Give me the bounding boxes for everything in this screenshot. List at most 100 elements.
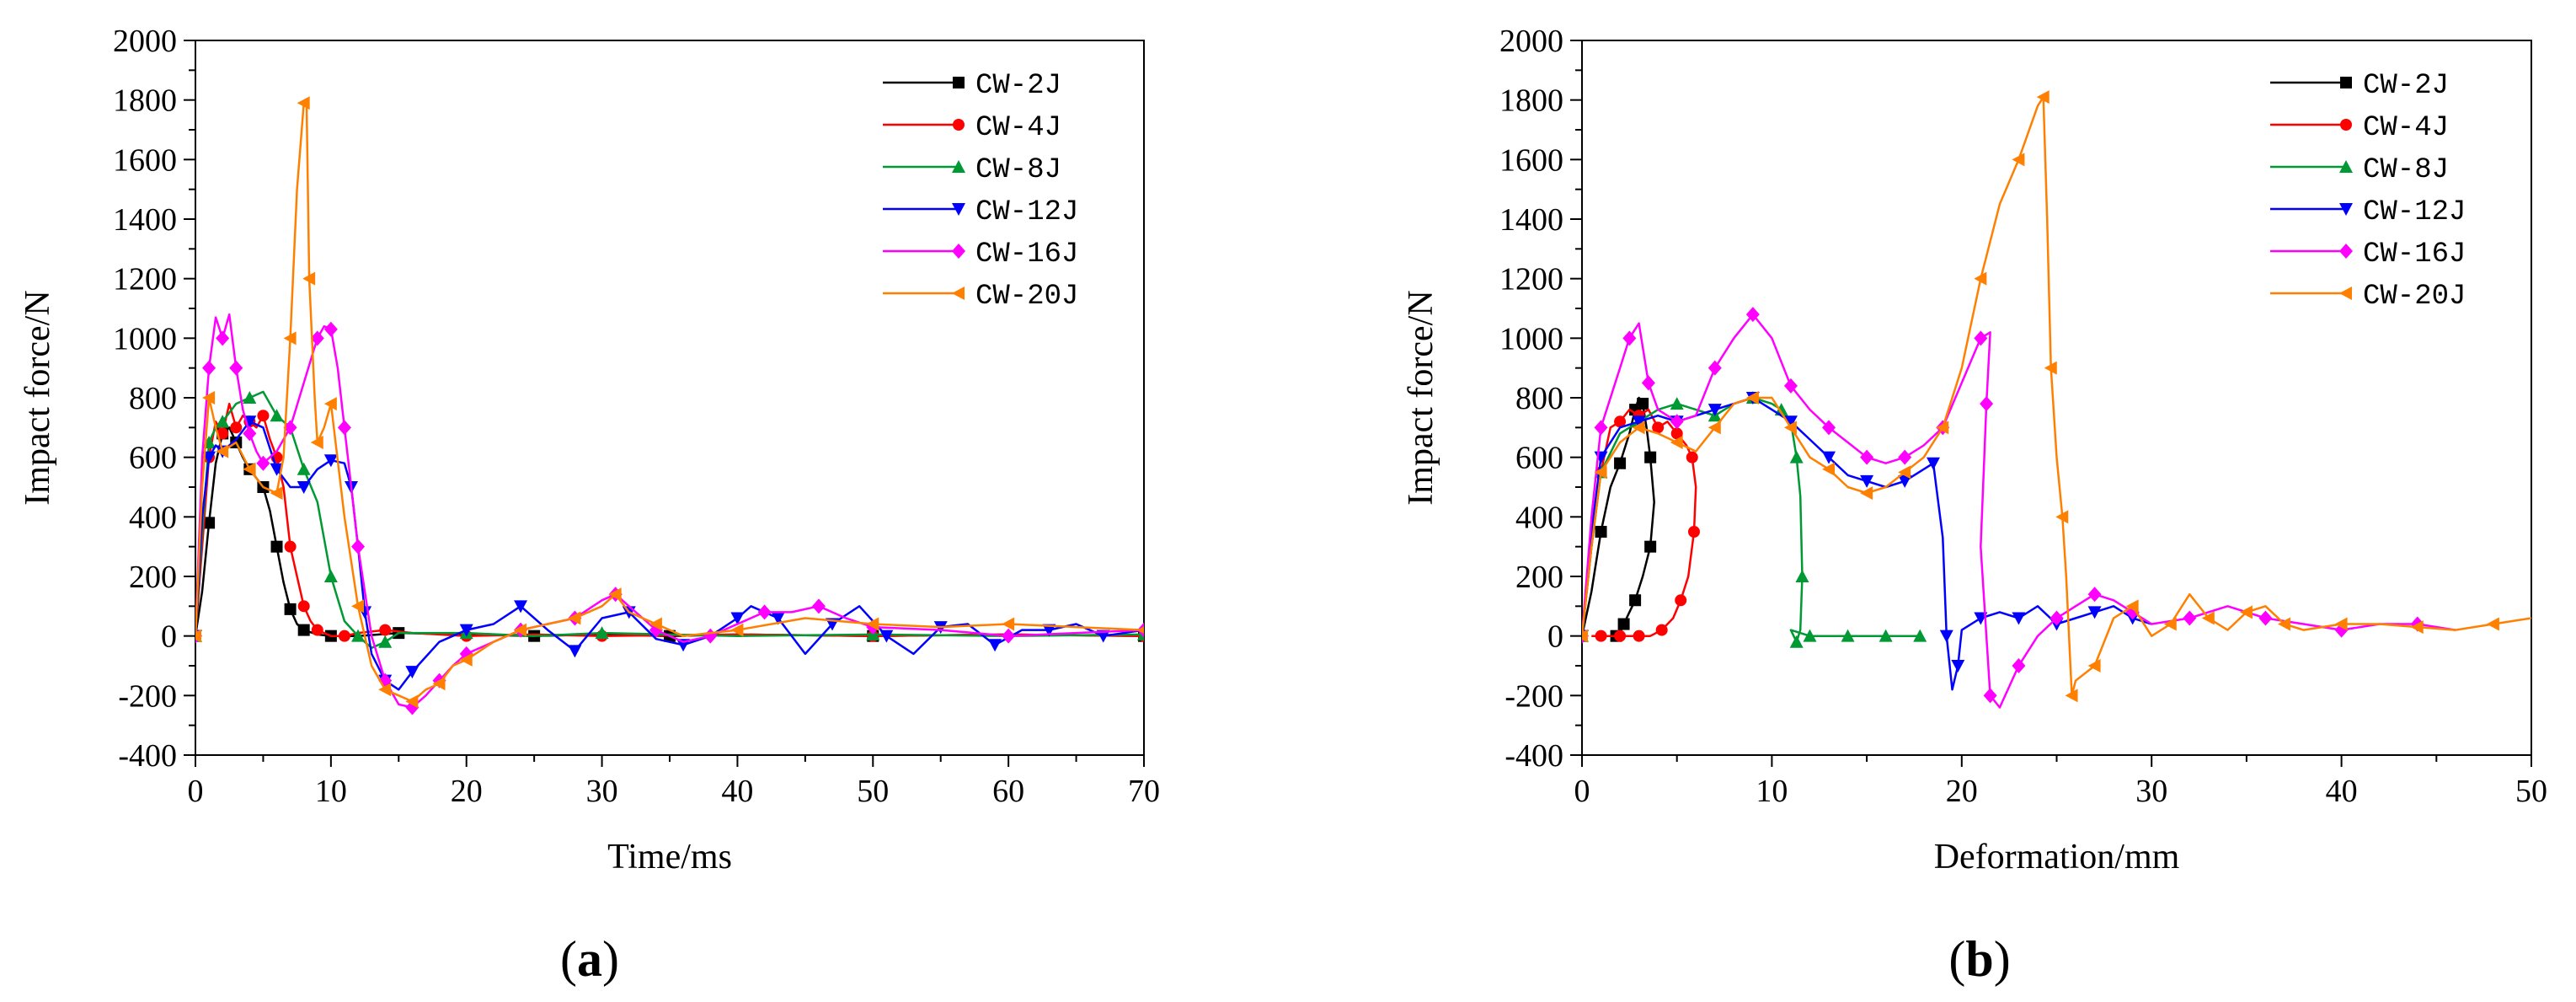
- legend-label-cw-2j: CW-2J: [2363, 70, 2449, 102]
- data-point-cw-20j: [2277, 617, 2290, 631]
- data-point-cw-20j: [1670, 436, 1683, 449]
- y-tick-label: 1000: [113, 321, 177, 356]
- data-point-cw-4j: [230, 421, 243, 434]
- data-point-cw-4j: [1687, 526, 1700, 538]
- data-point-cw-2j: [284, 603, 297, 615]
- data-point-cw-20j: [2239, 605, 2253, 619]
- series-line-cw-8j: [195, 390, 1144, 650]
- data-point-cw-16j: [351, 539, 366, 555]
- data-point-cw-20j: [195, 629, 201, 643]
- data-point-cw-8j: [1803, 629, 1817, 642]
- data-point-cw-4j: [1652, 421, 1665, 434]
- data-point-cw-12j: [1783, 415, 1798, 429]
- data-point-cw-20j: [1632, 421, 1645, 435]
- series-group: [1582, 90, 2531, 709]
- data-point-cw-20j: [1137, 626, 1144, 634]
- data-point-cw-4j: [1655, 624, 1668, 636]
- chart-panel-a: -400-20002004006008001000120014001600180…: [19, 24, 1160, 987]
- legend-label-cw-20j: CW-20J: [2363, 281, 2466, 313]
- data-point-cw-12j: [1042, 624, 1056, 637]
- data-point-cw-20j: [1594, 465, 1607, 480]
- data-point-cw-8j: [270, 409, 284, 422]
- data-point-cw-4j: [1670, 427, 1683, 440]
- y-tick-label: -400: [118, 738, 177, 774]
- data-point-cw-16j: [1594, 420, 1608, 436]
- y-tick-label: 800: [1515, 381, 1563, 416]
- data-point-cw-2j: [1629, 594, 1642, 607]
- x-axis-title: Time/ms: [607, 838, 732, 876]
- x-tick-label: 30: [2135, 774, 2167, 809]
- data-point-cw-12j: [730, 612, 745, 625]
- data-point-cw-12j: [405, 666, 420, 679]
- series-line-cw-12j: [195, 421, 1144, 691]
- data-point-cw-16j: [1783, 378, 1798, 394]
- data-point-cw-16j: [243, 426, 257, 442]
- data-point-cw-20j: [2055, 510, 2069, 524]
- data-point-cw-8j: [1670, 397, 1684, 410]
- x-tick-label: 20: [451, 774, 483, 809]
- x-axis-title: Deformation/mm: [1934, 838, 2180, 876]
- data-point-cw-4j: [216, 427, 229, 440]
- data-point-cw-20j: [297, 96, 310, 110]
- data-point-cw-8j: [1879, 629, 1893, 642]
- data-point-cw-2j: [1644, 451, 1657, 463]
- y-tick-label: 1600: [1499, 142, 1563, 178]
- legend-label-cw-12j: CW-12J: [2363, 196, 2466, 228]
- data-point-cw-20j: [1745, 391, 1759, 405]
- y-tick-label: -200: [1504, 678, 1563, 714]
- y-tick-label: 800: [129, 381, 177, 416]
- data-point-cw-16j: [1622, 330, 1637, 346]
- data-point-cw-4j: [379, 624, 392, 636]
- data-point-cw-20j: [1002, 617, 1015, 631]
- x-tick-label: 0: [1574, 774, 1590, 809]
- data-point-cw-16j: [1822, 420, 1836, 436]
- data-point-cw-8j: [297, 462, 311, 475]
- data-point-cw-16j: [2087, 587, 2102, 603]
- data-point-cw-12j: [297, 481, 311, 494]
- data-point-cw-12j: [771, 612, 785, 625]
- data-point-cw-4j: [1614, 630, 1627, 642]
- y-tick-label: 2000: [113, 24, 177, 59]
- data-point-cw-12j: [459, 624, 473, 637]
- data-point-cw-8j: [1789, 450, 1804, 463]
- y-tick-label: 1200: [1499, 262, 1563, 297]
- y-tick-label: 1800: [113, 83, 177, 119]
- legend-label-cw-4j: CW-4J: [2363, 112, 2449, 144]
- data-point-cw-20j: [310, 436, 323, 449]
- legend-marker-cw-12j: [952, 203, 965, 216]
- y-axis-title: Impact force/N: [19, 290, 57, 505]
- data-point-cw-16j: [1898, 449, 1912, 465]
- data-point-cw-20j: [432, 677, 446, 691]
- legend-marker-cw-2j: [953, 77, 965, 88]
- panel-label: (a): [560, 931, 619, 987]
- y-tick-label: -200: [118, 678, 177, 714]
- data-point-cw-16j: [811, 598, 826, 614]
- data-point-cw-4j: [338, 630, 350, 642]
- data-point-cw-12j: [1860, 474, 1874, 488]
- data-point-cw-8j: [1913, 629, 1927, 642]
- data-point-cw-4j: [1595, 630, 1607, 642]
- data-point-cw-16j: [703, 628, 718, 644]
- x-tick-label: 60: [992, 774, 1024, 809]
- data-point-cw-12j: [1939, 630, 1953, 643]
- legend: CW-2J CW-4J CW-8J CW-12J CW-16J CW-20J: [883, 70, 1078, 313]
- data-point-cw-20j: [2065, 689, 2078, 703]
- data-point-cw-20j: [270, 486, 283, 501]
- y-tick-label: 0: [1547, 619, 1563, 655]
- legend-marker-cw-4j: [953, 119, 965, 131]
- data-point-cw-20j: [2163, 617, 2177, 631]
- legend-label-cw-8j: CW-8J: [975, 154, 1061, 186]
- y-tick-label: 400: [1515, 500, 1563, 535]
- data-point-cw-12j: [879, 630, 894, 643]
- data-point-cw-16j: [202, 360, 216, 376]
- legend-marker-cw-2j: [2340, 77, 2352, 88]
- legend-marker-cw-12j: [2339, 203, 2353, 216]
- x-tick-label: 40: [2326, 774, 2358, 809]
- data-point-cw-20j: [1582, 629, 1588, 643]
- data-point-cw-16j: [2012, 658, 2026, 673]
- data-point-cw-20j: [649, 617, 662, 631]
- data-point-cw-2j: [1617, 618, 1630, 630]
- data-point-cw-20j: [608, 587, 622, 602]
- data-point-cw-2j: [203, 517, 216, 529]
- data-point-cw-20j: [459, 652, 473, 667]
